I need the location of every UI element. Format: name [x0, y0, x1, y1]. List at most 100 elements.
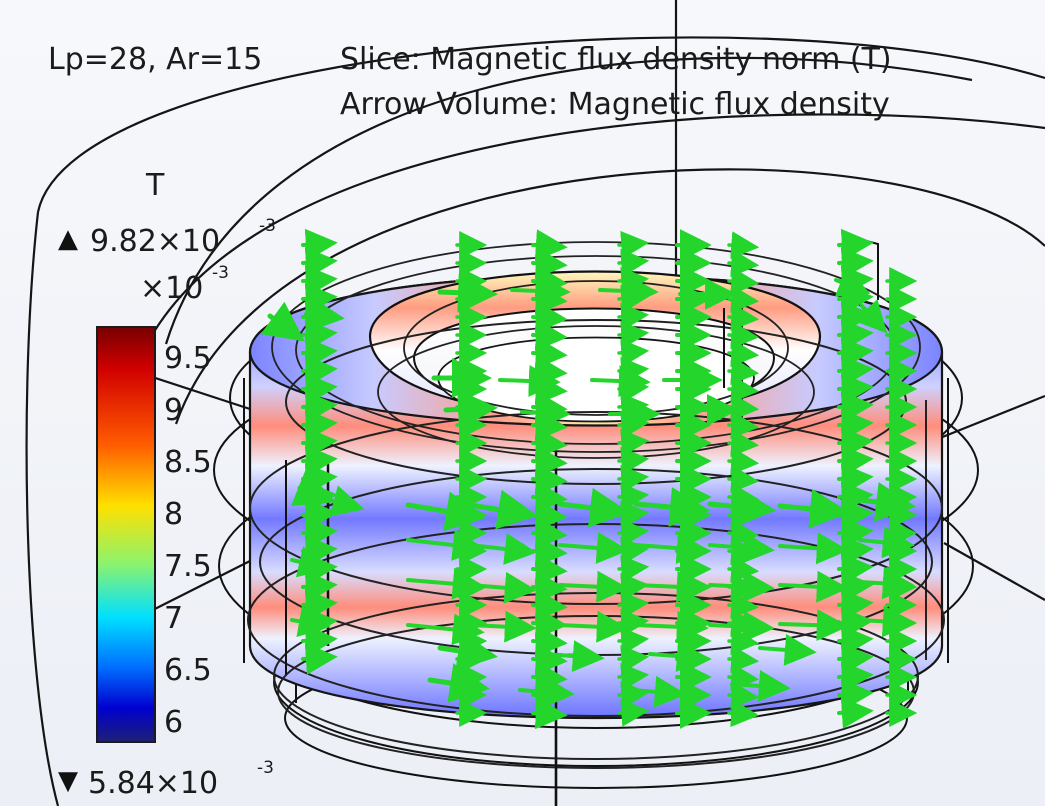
flux-arrow: [617, 284, 650, 313]
flux-arrow: [531, 391, 568, 424]
toroid-core: [247, 235, 945, 806]
flux-arrow: [301, 282, 338, 315]
flux-arrow: [598, 275, 659, 307]
flux-arrow: [837, 696, 874, 729]
flux-arrow: [727, 357, 760, 386]
flux-arrow: [531, 247, 568, 280]
flux-arrow: [301, 372, 338, 405]
flux-arrow: [837, 444, 874, 477]
flux-arrow: [727, 591, 760, 620]
flux-arrow: [617, 644, 650, 673]
flux-arrow: [531, 301, 568, 334]
flux-arrow: [617, 518, 650, 547]
flux-arrow: [617, 590, 650, 619]
flux-arrow: [558, 570, 629, 603]
flux-arrow: [531, 625, 568, 658]
flux-arrow: [531, 373, 568, 406]
flux-arrow: [301, 408, 338, 441]
flux-arrow: [301, 516, 338, 549]
flux-arrow: [520, 396, 571, 429]
flux-arrow: [837, 678, 874, 711]
flux-arrow: [837, 300, 874, 333]
flux-arrow: [727, 321, 760, 350]
flux-arrow: [778, 609, 849, 642]
flux-arrow: [301, 534, 338, 567]
flux-arrow: [727, 429, 760, 458]
flux-arrow: [531, 481, 568, 514]
flux-arrow: [617, 572, 650, 601]
flux-arrow: [837, 462, 874, 495]
upper-sweep-curve: [164, 56, 973, 345]
left-silhouette-curve: [25, 211, 60, 806]
flux-arrow: [617, 680, 650, 709]
flux-arrow: [531, 445, 568, 478]
flux-arrow: [531, 571, 568, 604]
flux-arrow: [617, 338, 650, 367]
flux-arrow: [727, 627, 760, 656]
green-arrow-field: [260, 228, 918, 730]
flux-arrow: [301, 264, 338, 297]
flux-arrow: [531, 265, 568, 298]
flux-arrow: [301, 642, 338, 675]
flux-arrow: [617, 266, 650, 295]
flux-arrow: [301, 498, 338, 531]
right-lower-axis: [943, 542, 1045, 601]
flux-arrow: [301, 552, 338, 585]
flux-arrow: [301, 390, 338, 423]
flux-arrow: [837, 480, 874, 513]
flux-arrow: [617, 428, 650, 457]
flux-arrow: [531, 643, 568, 676]
flux-arrow: [531, 535, 568, 568]
flux-arrow: [617, 302, 650, 331]
lower-left-sweep: [174, 168, 1045, 425]
left-lower-axis: [124, 560, 251, 625]
flux-arrow: [301, 336, 338, 369]
flux-arrow: [837, 282, 874, 315]
flux-arrow: [727, 411, 760, 440]
flux-arrow: [531, 517, 568, 550]
flux-arrow: [727, 555, 760, 584]
flux-arrow: [837, 516, 874, 549]
flux-arrow: [758, 633, 817, 666]
flux-arrow: [558, 610, 629, 643]
flux-arrow: [531, 463, 568, 496]
flux-arrow: [727, 231, 760, 260]
flux-arrow: [498, 365, 561, 398]
flux-arrow: [301, 300, 338, 333]
flux-arrow: [301, 246, 338, 279]
flux-arrow: [727, 339, 760, 368]
flux-arrow: [837, 534, 874, 567]
flux-arrow: [531, 589, 568, 622]
arrow-volume-label: Arrow Volume: Magnetic flux density: [340, 87, 890, 122]
flux-arrow: [837, 264, 874, 297]
left-axis: [139, 371, 251, 411]
flux-arrow: [531, 283, 568, 316]
flux-arrow: [778, 532, 849, 565]
flux-arrow: [727, 465, 760, 494]
flux-arrow: [301, 462, 338, 495]
flux-arrow: [617, 374, 650, 403]
flux-arrow: [301, 318, 338, 351]
flux-arrow: [617, 248, 650, 277]
outer-sweep-curve: [36, 36, 1045, 213]
flux-arrow: [837, 228, 874, 261]
flux-arrow: [727, 483, 760, 512]
flux-arrow: [531, 607, 568, 640]
flux-arrow: [727, 573, 760, 602]
flux-arrow: [837, 336, 874, 369]
flux-arrow: [837, 408, 874, 441]
flux-arrow: [617, 410, 650, 439]
flux-arrow: [557, 487, 630, 528]
flux-arrow: [727, 285, 760, 314]
flux-arrow: [531, 679, 568, 712]
flux-arrow: [727, 393, 760, 422]
flux-arrow: [301, 606, 338, 639]
flux-arrow: [301, 444, 338, 477]
flux-arrow: [510, 275, 571, 307]
flux-arrow: [437, 272, 498, 313]
flux-arrow: [301, 426, 338, 459]
flux-arrow: [531, 319, 568, 352]
flux-arrow: [617, 536, 650, 565]
